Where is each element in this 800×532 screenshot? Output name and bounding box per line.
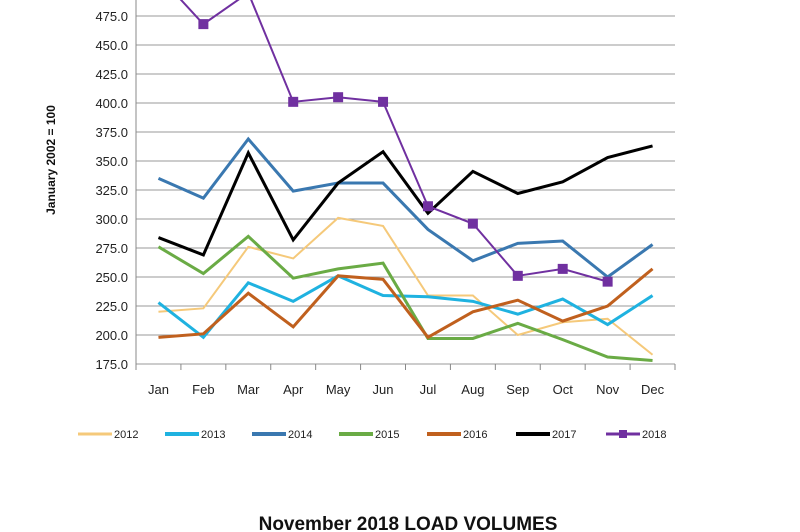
y-tick-label: 325.0 — [95, 183, 128, 198]
series-line-2016 — [158, 267, 654, 340]
legend-item-2017: 2017 — [516, 429, 576, 441]
legend-label: 2017 — [552, 429, 576, 441]
y-tick-label: 300.0 — [95, 212, 128, 227]
axes: 175.0 200.0 225.0 250.0 275.0 300.0 325.0 350.0… — [95, 0, 676, 397]
data-point-2018 — [602, 276, 613, 287]
y-tick-label: 350.0 — [95, 154, 128, 169]
x-tick-label: Aug — [461, 382, 484, 397]
chart-title: November 2018 LOAD VOLUMES — [259, 514, 558, 532]
data-point-2018 — [422, 201, 433, 212]
x-tick-label: Oct — [553, 382, 574, 397]
legend-item-2012: 2012 — [78, 429, 138, 441]
legend-item-2015: 2015 — [339, 429, 399, 441]
data-point-2018 — [378, 96, 389, 107]
legend-item-2016: 2016 — [427, 429, 487, 441]
y-tick-label: 450.0 — [95, 38, 128, 53]
legend-label: 2014 — [288, 429, 312, 441]
series-line-2017 — [157, 144, 653, 257]
data-point-2018 — [198, 19, 209, 30]
data-point-2018 — [288, 96, 299, 107]
legend-label: 2018 — [642, 429, 666, 441]
y-tick-label: 425.0 — [95, 67, 128, 82]
x-tick-label: Feb — [192, 382, 214, 397]
y-tick-label: 400.0 — [95, 96, 128, 111]
x-tick-label: Jan — [148, 382, 169, 397]
x-tick-label: Apr — [283, 382, 304, 397]
y-tick-label: 475.0 — [95, 9, 128, 24]
x-tick-label: Sep — [506, 382, 529, 397]
data-point-2018 — [467, 218, 478, 229]
series-line-2012 — [158, 216, 654, 356]
series-lines — [157, 0, 654, 363]
series-line-2018 — [179, 0, 608, 283]
series-line-2014 — [157, 136, 654, 279]
x-tick-label: Nov — [596, 382, 620, 397]
x-tick-label: Jun — [373, 382, 394, 397]
legend-item-2013: 2013 — [165, 429, 225, 441]
data-point-2018 — [557, 263, 568, 274]
series-line-2013 — [157, 274, 654, 340]
data-point-2018 — [512, 270, 523, 281]
series-line-2015 — [157, 234, 653, 363]
data-point-2018 — [333, 92, 344, 103]
x-tick-label: Jul — [420, 382, 437, 397]
x-tick-label: Dec — [641, 382, 665, 397]
y-tick-label: 375.0 — [95, 125, 128, 140]
x-tick-label: May — [326, 382, 351, 397]
y-tick-label: 225.0 — [95, 299, 128, 314]
y-tick-label: 175.0 — [95, 357, 128, 372]
legend-label: 2012 — [114, 429, 138, 441]
y-tick-label: 250.0 — [95, 270, 128, 285]
legend-label: 2016 — [463, 429, 487, 441]
y-axis-label: January 2002 = 100 — [44, 105, 58, 215]
legend-label: 2013 — [201, 429, 225, 441]
y-tick-label: 200.0 — [95, 328, 128, 343]
legend-marker — [619, 430, 627, 438]
y-tick-label: 275.0 — [95, 241, 128, 256]
legend-item-2018: 2018 — [606, 429, 666, 441]
gridlines — [136, 15, 675, 365]
legend-label: 2015 — [375, 429, 399, 441]
legend-item-2014: 2014 — [252, 429, 312, 441]
legend: 2012 2013 2014 2015 2016 2017 2018 — [78, 429, 666, 441]
x-tick-label: Mar — [237, 382, 260, 397]
